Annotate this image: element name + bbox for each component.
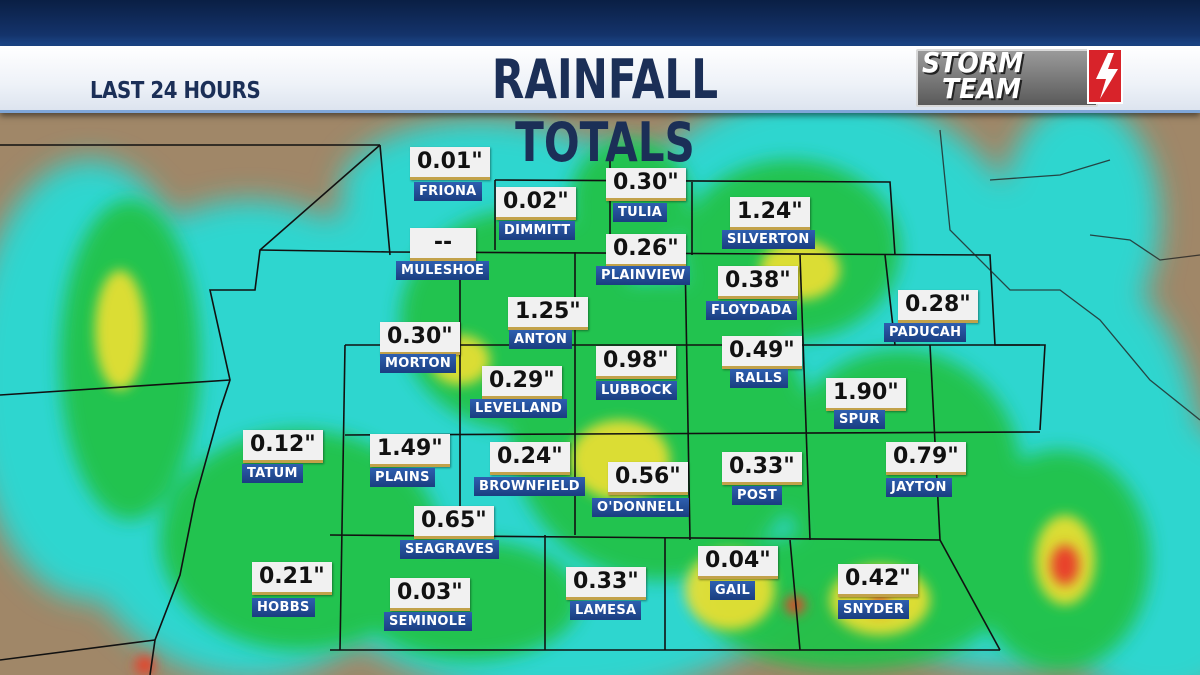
station-name: HOBBS <box>252 598 315 617</box>
lightning-bolt-icon <box>1087 48 1123 104</box>
station-name: FRIONA <box>414 182 482 201</box>
station-name: PLAINVIEW <box>596 266 691 285</box>
rain-total: 0.56" <box>608 462 688 495</box>
rain-total: 1.25" <box>508 297 588 330</box>
station-name: ANTON <box>509 330 573 349</box>
logo-plate <box>916 49 1098 107</box>
station-name: LAMESA <box>570 601 642 620</box>
station-name: SEMINOLE <box>384 612 472 631</box>
state-lines <box>939 129 1200 421</box>
station-name: PADUCAH <box>884 323 967 342</box>
storm-team-logo: STORM TEAM <box>916 46 1136 107</box>
station-name: GAIL <box>710 581 756 600</box>
rain-total: 0.12" <box>243 430 323 463</box>
station-name: JAYTON <box>886 478 952 497</box>
station-name: SPUR <box>834 410 885 429</box>
station-name: TULIA <box>613 203 668 222</box>
rain-total: 0.03" <box>390 578 470 611</box>
station-name: LEVELLAND <box>470 399 568 418</box>
rain-total: 0.33" <box>722 452 802 485</box>
rain-total: 1.24" <box>730 197 810 230</box>
rain-total: 0.98" <box>596 346 676 379</box>
rain-total: 0.30" <box>606 168 686 201</box>
station-name: LUBBOCK <box>596 381 677 400</box>
station-name: PLAINS <box>370 468 435 487</box>
logo-line-1: STORM <box>922 46 1024 79</box>
rain-total: 0.49" <box>722 336 802 369</box>
rain-total: 0.42" <box>838 564 918 597</box>
rain-total: 0.79" <box>886 442 966 475</box>
station-name: SNYDER <box>838 600 910 619</box>
station-name: POST <box>732 486 783 505</box>
rain-total: 0.02" <box>496 187 576 220</box>
rain-total: 0.65" <box>414 506 494 539</box>
graphic-title: RAINFALL TOTALS <box>491 48 719 174</box>
header-top-bar <box>0 0 1200 50</box>
rain-total: 0.21" <box>252 562 332 595</box>
station-name: SEAGRAVES <box>400 540 500 559</box>
station-name: FLOYDADA <box>706 301 797 320</box>
rain-total: 0.26" <box>606 234 686 267</box>
rain-total: 0.04" <box>698 546 778 579</box>
rain-total: 0.28" <box>898 290 978 323</box>
station-name: MORTON <box>380 354 457 373</box>
station-name: SILVERTON <box>722 230 815 249</box>
rain-total: 0.24" <box>490 442 570 475</box>
rain-total: -- <box>410 228 476 261</box>
county-lines <box>0 144 1046 675</box>
rain-total: 0.29" <box>482 366 562 399</box>
rain-total: 0.38" <box>718 266 798 299</box>
station-name: O'DONNELL <box>592 498 689 517</box>
station-name: RALLS <box>730 369 788 388</box>
station-name: BROWNFIELD <box>474 477 585 496</box>
rain-total: 0.01" <box>410 147 490 180</box>
rain-total: 0.30" <box>380 322 460 355</box>
station-name: MULESHOE <box>396 261 490 280</box>
timeframe-subtitle: LAST 24 HOURS <box>90 78 261 104</box>
rain-total: 1.90" <box>826 378 906 411</box>
rain-total: 0.33" <box>566 567 646 600</box>
station-name: DIMMITT <box>499 221 576 240</box>
logo-line-2: TEAM <box>942 72 1021 105</box>
rain-total: 1.49" <box>370 434 450 467</box>
station-name: TATUM <box>242 464 303 483</box>
